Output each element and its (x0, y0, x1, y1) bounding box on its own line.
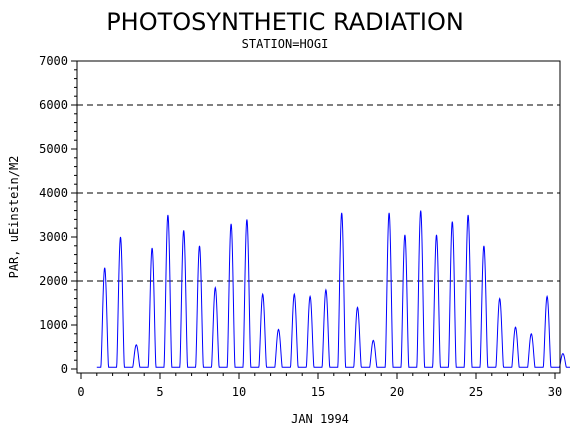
series-par-line (96, 210, 570, 368)
x-tick-label: 0 (77, 385, 84, 399)
reference-lines (77, 104, 560, 282)
y-axis-label: PAR, uEinstein/M2 (7, 156, 21, 279)
x-tick-label: 20 (390, 385, 404, 399)
x-tick-label: 25 (469, 385, 483, 399)
y-tick-label: 5000 (39, 142, 68, 156)
chart-title: PHOTOSYNTHETIC RADIATION (106, 8, 464, 36)
series-group (96, 210, 570, 368)
x-tick-label: 10 (232, 385, 246, 399)
x-tick-label: 15 (311, 385, 325, 399)
y-tick-label: 6000 (39, 98, 68, 112)
y-tick-label: 3000 (39, 230, 68, 244)
y-tick-label: 7000 (39, 54, 68, 68)
y-tick-label: 2000 (39, 274, 68, 288)
y-axis: 0 1000 2000 3000 4000 5000 6000 7000 (39, 54, 77, 376)
x-axis-label: JAN 1994 (291, 412, 349, 426)
x-tick-label: 5 (156, 385, 163, 399)
y-tick-label: 4000 (39, 186, 68, 200)
y-tick-label: 0 (61, 362, 68, 376)
x-tick-label: 30 (548, 385, 562, 399)
chart-subtitle: STATION=HOGI (242, 37, 329, 51)
x-axis: 0 5 10 15 20 25 30 (77, 373, 562, 399)
y-tick-label: 1000 (39, 318, 68, 332)
